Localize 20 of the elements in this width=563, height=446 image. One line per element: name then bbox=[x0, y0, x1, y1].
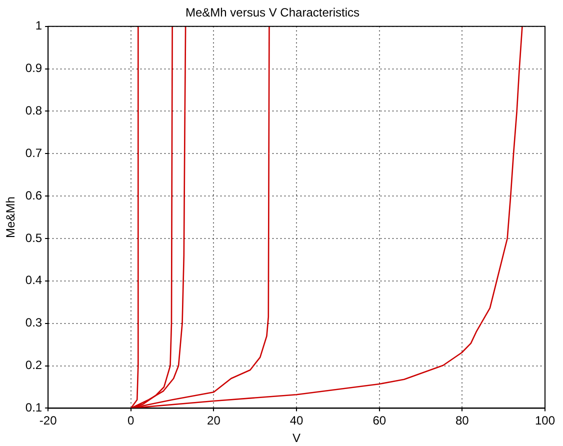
y-tick-label: 0.6 bbox=[25, 188, 42, 202]
y-tick-label: 0.4 bbox=[25, 273, 42, 288]
x-tick-label: 80 bbox=[456, 414, 470, 428]
x-tick-label: 60 bbox=[372, 414, 386, 428]
x-tick-label: 20 bbox=[207, 414, 221, 428]
x-tick-label: 100 bbox=[534, 414, 556, 428]
x-tick-label: 40 bbox=[290, 414, 304, 428]
y-tick-label: 0.3 bbox=[25, 316, 42, 330]
x-tick-label: -20 bbox=[39, 414, 58, 428]
chart-title: Me&Mh versus V Characteristics bbox=[185, 6, 360, 20]
y-axis-title: Me&Mh bbox=[4, 196, 18, 238]
y-tick-label: 0.1 bbox=[25, 400, 42, 415]
x-tick-label: 0 bbox=[128, 414, 135, 428]
y-tick-label: 1 bbox=[35, 18, 42, 33]
y-tick-label: 0.7 bbox=[25, 146, 42, 160]
y-tick-label: 0.8 bbox=[25, 104, 42, 118]
x-axis-title: V bbox=[292, 431, 301, 446]
y-tick-label: 0.5 bbox=[25, 230, 42, 245]
y-tick-label: 0.9 bbox=[25, 61, 42, 76]
y-tick-label: 0.2 bbox=[25, 358, 42, 372]
